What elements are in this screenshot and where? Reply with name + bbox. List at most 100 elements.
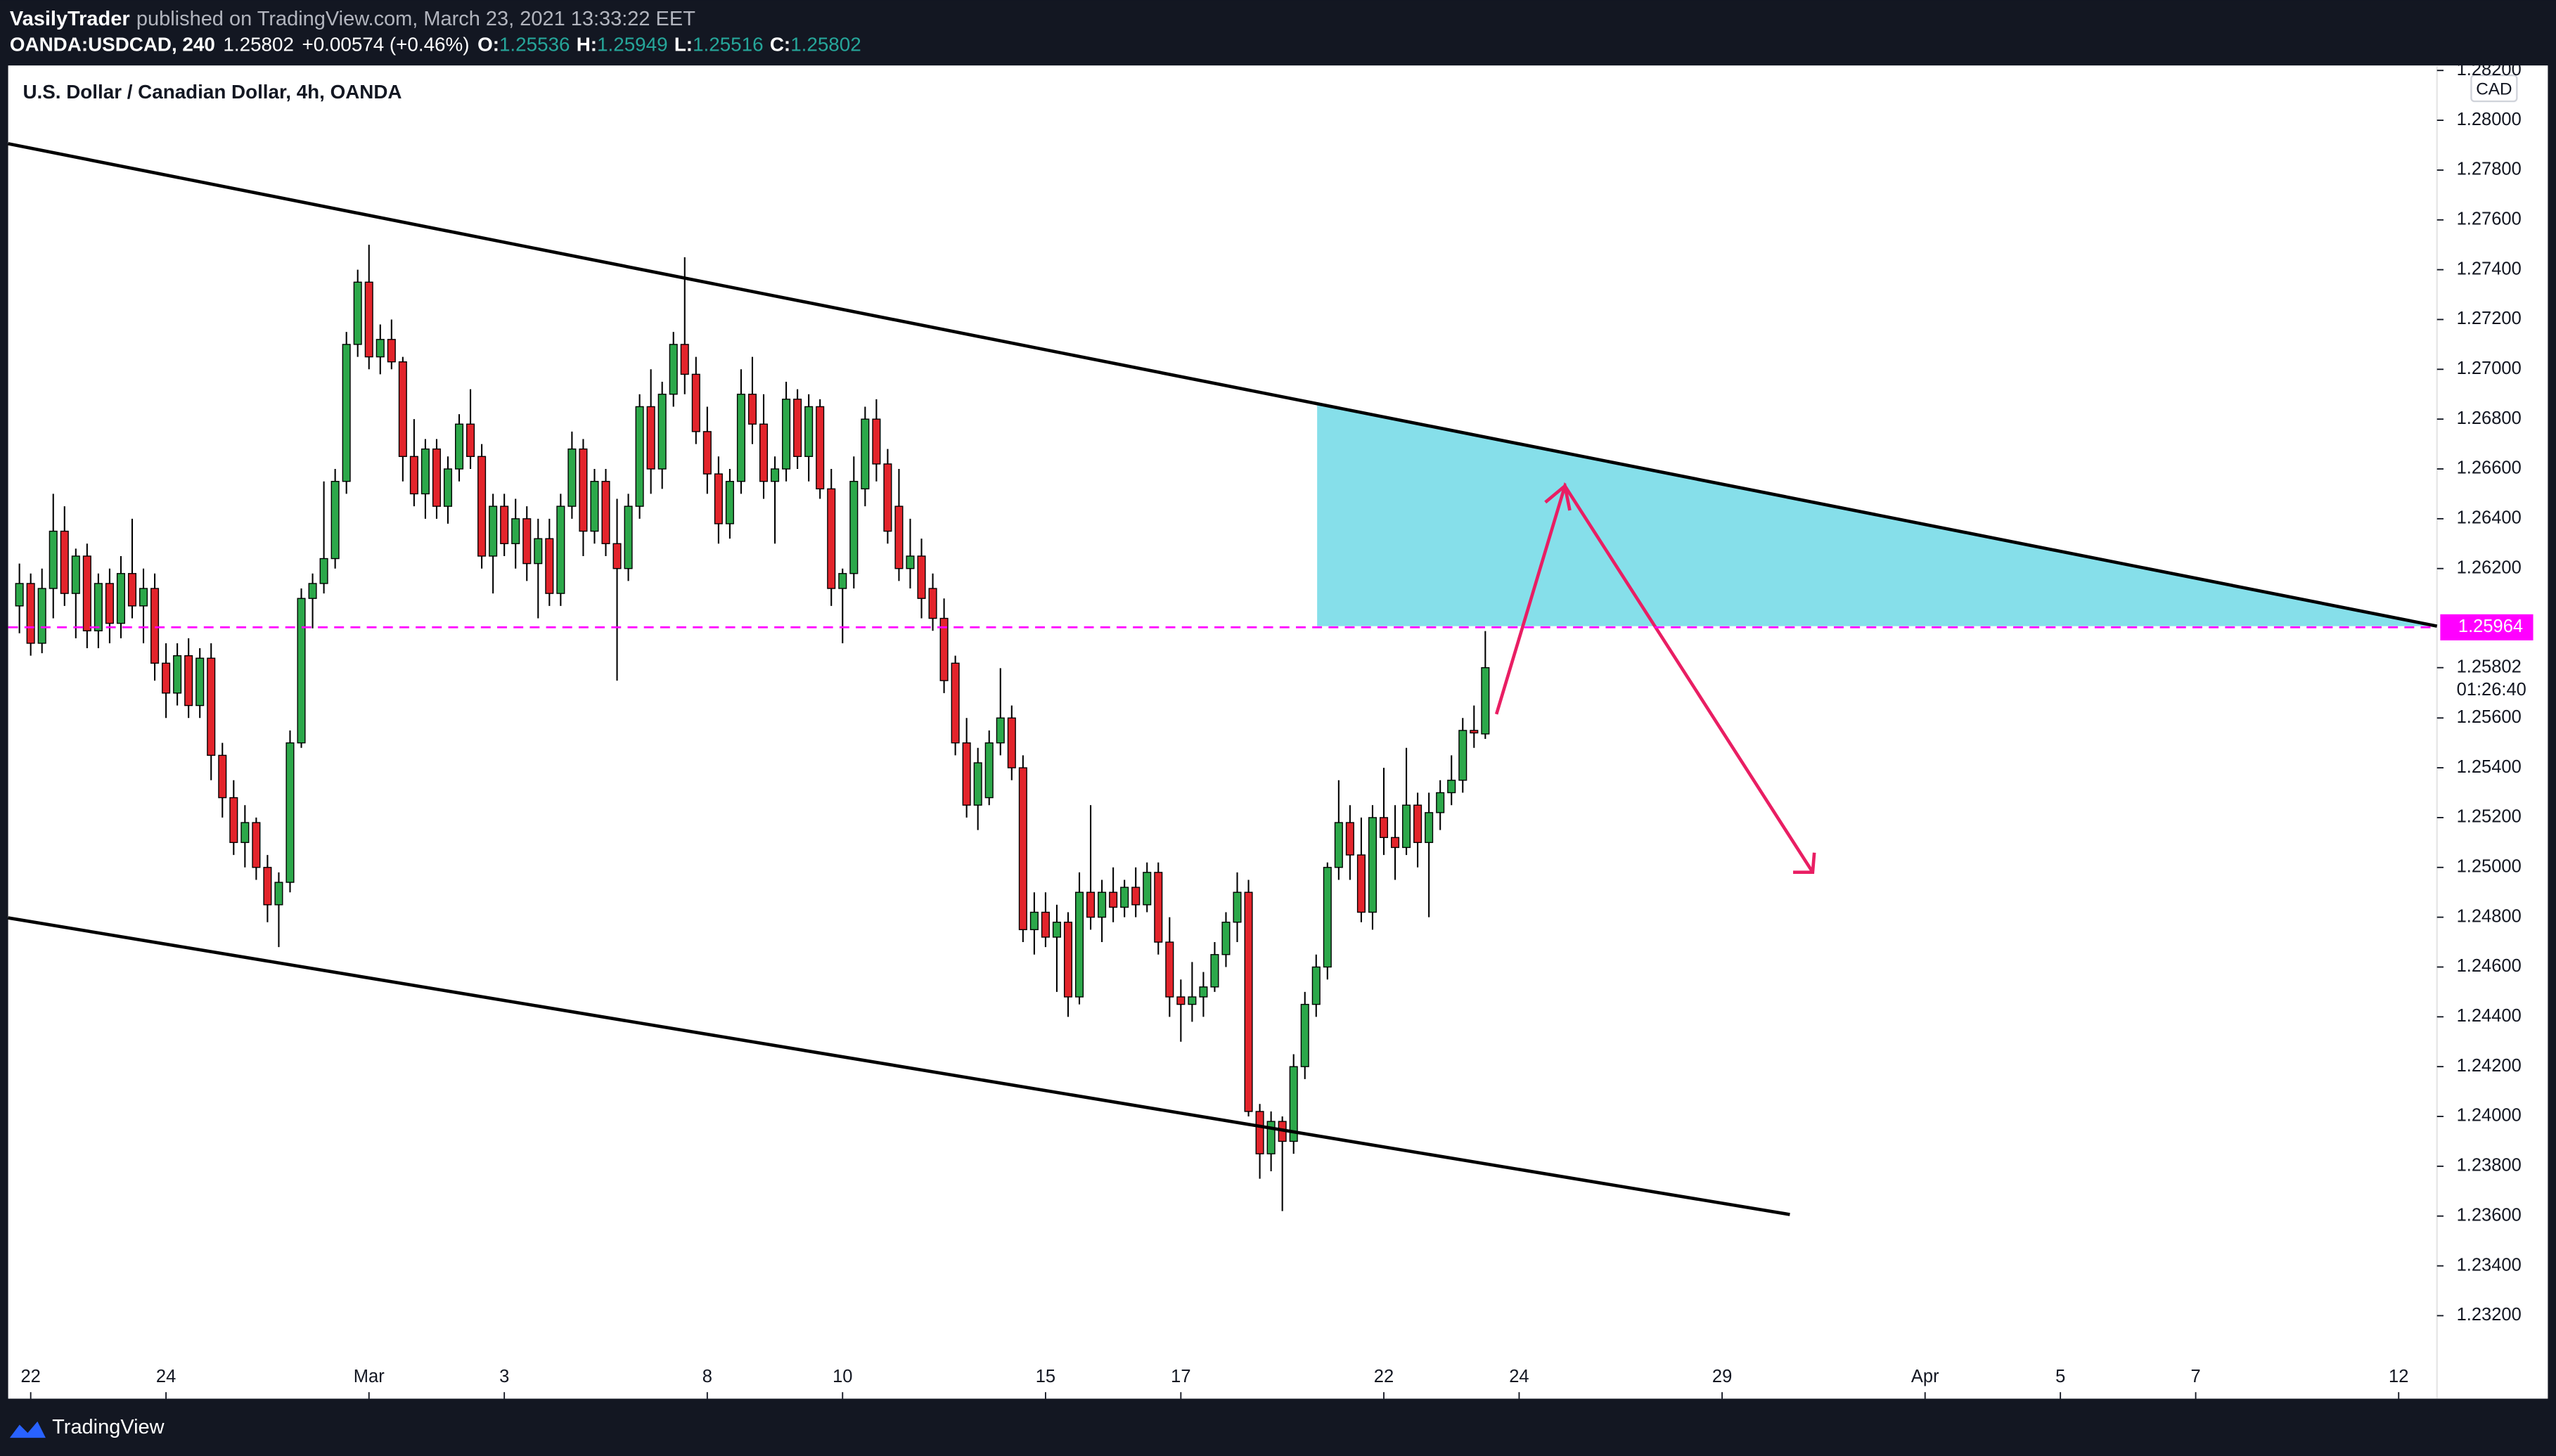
candle-body	[657, 394, 667, 470]
candle-body	[838, 573, 847, 589]
y-tick-label: 1.24800	[2457, 906, 2522, 926]
price-line-tag	[2440, 614, 2533, 640]
candle-body	[545, 538, 554, 594]
candle-body	[906, 555, 915, 569]
candle-body	[116, 573, 125, 624]
candle-body	[71, 555, 80, 594]
y-tick-label: 1.28200	[2457, 60, 2522, 79]
footer-brand: TradingView	[52, 1416, 164, 1438]
candle-body	[1109, 891, 1118, 908]
candle-body	[984, 742, 994, 799]
candle-body	[297, 598, 306, 744]
candle-body	[342, 344, 351, 482]
y-tick-label: 1.23400	[2457, 1255, 2522, 1275]
y-tick-label: 1.26200	[2457, 558, 2522, 577]
x-tick-label: 24	[156, 1367, 176, 1386]
y-tick-label: 1.24600	[2457, 956, 2522, 976]
candle-body	[996, 717, 1005, 744]
x-tick-label: 24	[1509, 1367, 1529, 1386]
header-line-2: OANDA:USDCAD, 240 1.25802 +0.00574 (+0.46%…	[10, 34, 861, 56]
candle-body	[1086, 891, 1096, 918]
h: 1.25949	[597, 34, 667, 56]
candle-body	[1052, 922, 1061, 938]
candle-body	[1334, 822, 1343, 868]
marks	[15, 245, 1490, 1211]
candle-body	[1154, 872, 1163, 943]
logo	[9, 1421, 46, 1438]
candle-body	[1029, 911, 1039, 931]
candle-body	[263, 867, 272, 906]
y-tick-label: 1.27600	[2457, 209, 2522, 228]
candle-body	[669, 344, 678, 395]
candle-body	[534, 538, 543, 565]
logo-icon	[9, 1421, 46, 1438]
candle-body	[364, 281, 373, 358]
candle-body	[1470, 730, 1479, 734]
x-tick-label: 12	[2389, 1367, 2408, 1386]
candle-body	[37, 588, 46, 644]
candle-body	[285, 742, 295, 883]
candle-body	[872, 418, 881, 465]
y-tick-label: 1.24000	[2457, 1106, 2522, 1126]
candle-body	[680, 344, 689, 375]
y-tick-label: 1.23200	[2457, 1305, 2522, 1325]
o-label: O:	[477, 34, 499, 56]
candle-body	[522, 518, 532, 565]
candle-body	[82, 555, 91, 631]
candle-body	[793, 399, 802, 457]
candle-body	[1379, 817, 1389, 838]
candle-body	[1131, 887, 1141, 906]
x-tick-label: 29	[1712, 1367, 1732, 1386]
candle-body	[1289, 1066, 1298, 1142]
x-tick-label: 22	[20, 1367, 40, 1386]
candle-body	[1120, 887, 1129, 908]
candle-body	[1402, 804, 1411, 849]
candle-body	[759, 423, 769, 482]
candle-body	[928, 588, 937, 619]
x-tick-label: 15	[1036, 1367, 1055, 1386]
candle-body	[218, 754, 227, 799]
lower-trendline	[8, 916, 1790, 1216]
candle-body	[1074, 891, 1084, 998]
x-tick-label: 3	[499, 1367, 509, 1386]
candle-body	[1311, 966, 1321, 1005]
candle-body	[939, 617, 949, 681]
x-tick-label: Apr	[1911, 1367, 1939, 1386]
candle-body	[195, 657, 205, 707]
price-line-label: 1.25964	[2458, 617, 2523, 636]
candle-body	[173, 655, 182, 694]
c-label: C:	[770, 34, 790, 56]
y-tick-label: 1.24200	[2457, 1056, 2522, 1076]
y-tick-label: 1.27200	[2457, 309, 2522, 328]
candle-body	[917, 555, 926, 599]
candle-body	[962, 742, 971, 806]
candle-body	[1481, 666, 1490, 735]
chart-area	[8, 65, 2548, 1399]
candle-body	[162, 662, 171, 694]
change: +0.00574 (+0.46%)	[302, 34, 469, 56]
candle-body	[725, 481, 734, 524]
y-tick-label: 1.25600	[2457, 707, 2522, 727]
candle-body	[951, 662, 960, 744]
y-tick-label: 1.27400	[2457, 259, 2522, 278]
candle-body	[1368, 817, 1377, 913]
candle-body	[1436, 792, 1445, 813]
candle-body	[635, 406, 644, 507]
current-price-label: 1.25802	[2457, 657, 2522, 676]
x-tick-label: 7	[2191, 1367, 2201, 1386]
candle-body	[702, 431, 712, 475]
candle-body	[60, 530, 69, 594]
candle-body	[714, 473, 723, 524]
candle-body	[579, 448, 588, 532]
y-tick-label: 1.27800	[2457, 160, 2522, 179]
candle-body	[1221, 922, 1231, 955]
candle-body	[229, 797, 238, 844]
header-line-1: VasilyTrader published on TradingView.com…	[10, 8, 695, 30]
candle-body	[500, 505, 509, 544]
candle-body	[49, 530, 58, 589]
currency: CAD	[2476, 79, 2512, 98]
publisher: VasilyTrader	[10, 8, 130, 30]
candle-body	[1176, 996, 1186, 1005]
